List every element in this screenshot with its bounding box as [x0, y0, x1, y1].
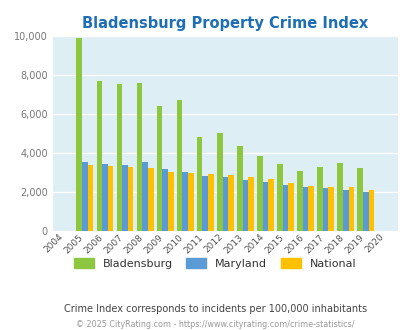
Bar: [222, 178, 228, 231]
Bar: [182, 172, 188, 231]
Bar: [96, 81, 102, 231]
Bar: [368, 190, 373, 231]
Bar: [216, 133, 222, 231]
Bar: [296, 171, 302, 231]
Bar: [268, 180, 273, 231]
Bar: [87, 165, 93, 231]
Bar: [136, 83, 142, 231]
Bar: [302, 187, 308, 231]
Bar: [228, 175, 233, 231]
Bar: [156, 106, 162, 231]
Bar: [147, 168, 153, 231]
Bar: [308, 186, 313, 231]
Bar: [196, 137, 202, 231]
Bar: [242, 181, 247, 231]
Bar: [207, 174, 213, 231]
Bar: [168, 172, 173, 231]
Bar: [176, 100, 182, 231]
Bar: [116, 84, 122, 231]
Bar: [202, 176, 207, 231]
Bar: [356, 168, 362, 231]
Bar: [142, 162, 147, 231]
Text: © 2025 CityRating.com - https://www.cityrating.com/crime-statistics/: © 2025 CityRating.com - https://www.city…: [76, 319, 354, 329]
Bar: [362, 192, 368, 231]
Bar: [102, 164, 107, 231]
Legend: Bladensburg, Maryland, National: Bladensburg, Maryland, National: [70, 253, 360, 273]
Bar: [188, 173, 193, 231]
Bar: [256, 156, 262, 231]
Bar: [247, 178, 253, 231]
Title: Bladensburg Property Crime Index: Bladensburg Property Crime Index: [82, 16, 368, 31]
Bar: [82, 162, 87, 231]
Bar: [277, 164, 282, 231]
Bar: [122, 165, 128, 231]
Bar: [162, 169, 168, 231]
Bar: [337, 163, 342, 231]
Bar: [282, 185, 288, 231]
Bar: [322, 188, 328, 231]
Bar: [262, 182, 268, 231]
Bar: [237, 146, 242, 231]
Bar: [107, 166, 113, 231]
Text: Crime Index corresponds to incidents per 100,000 inhabitants: Crime Index corresponds to incidents per…: [64, 304, 366, 314]
Bar: [328, 187, 333, 231]
Bar: [128, 167, 133, 231]
Bar: [347, 187, 353, 231]
Bar: [76, 38, 82, 231]
Bar: [288, 183, 293, 231]
Bar: [316, 167, 322, 231]
Bar: [342, 190, 347, 231]
